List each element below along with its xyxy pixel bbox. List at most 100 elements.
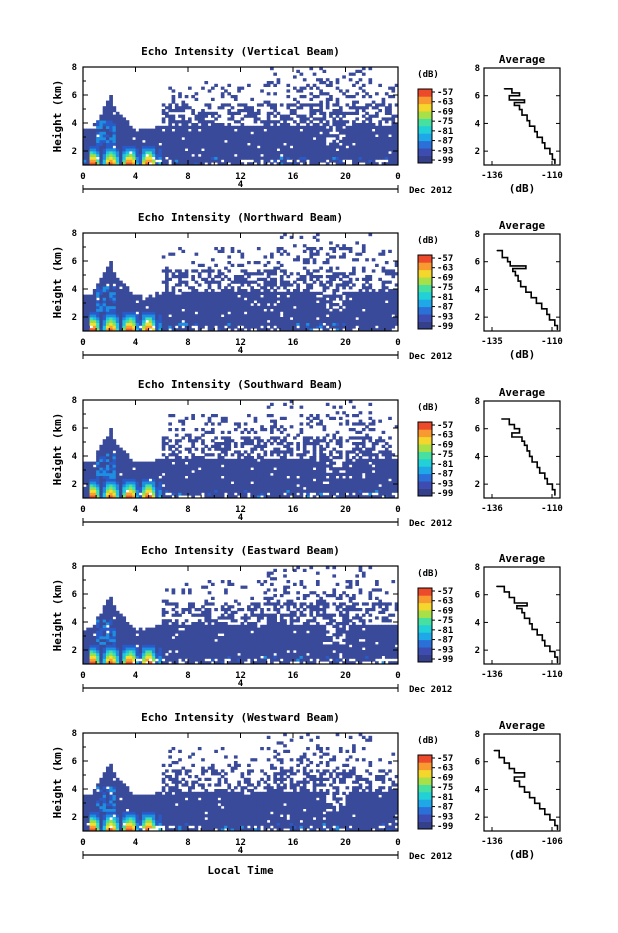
heatmap-cell xyxy=(385,92,389,95)
heatmap-cell xyxy=(300,484,304,487)
heatmap-cell xyxy=(208,126,212,129)
heatmap-cell xyxy=(221,417,225,420)
heatmap-cell xyxy=(342,255,346,258)
heatmap-cell xyxy=(306,492,310,495)
heatmap-cell xyxy=(208,143,212,146)
heatmap-cell xyxy=(319,484,323,487)
heatmap-cell xyxy=(188,286,192,289)
heatmap-cell xyxy=(93,473,97,476)
heatmap-cell xyxy=(231,314,235,317)
heatmap-cell xyxy=(103,134,107,137)
heatmap-cell xyxy=(168,320,172,323)
heatmap-cell xyxy=(352,157,356,160)
heatmap-cell xyxy=(204,154,208,157)
heatmap-cell xyxy=(303,295,307,298)
heatmap-cell xyxy=(280,269,284,272)
heatmap-cell xyxy=(319,148,323,151)
heatmap-cell xyxy=(126,120,130,123)
heatmap-cell xyxy=(293,314,297,317)
heatmap-cell xyxy=(293,470,297,473)
heatmap-cell xyxy=(326,101,330,104)
heatmap-cell xyxy=(277,137,281,140)
heatmap-cell xyxy=(355,143,359,146)
heatmap-cell xyxy=(250,129,254,132)
heatmap-cell xyxy=(96,481,100,484)
heatmap-cell xyxy=(175,297,179,300)
heatmap-cell xyxy=(280,417,284,420)
heatmap-cell xyxy=(122,134,126,137)
profile-point xyxy=(537,137,538,138)
heatmap-cell xyxy=(165,470,169,473)
heatmap-cell xyxy=(241,300,245,303)
heatmap-cell xyxy=(316,148,320,151)
heatmap-cell xyxy=(391,126,395,129)
heatmap-cell xyxy=(349,286,353,289)
heatmap-cell xyxy=(93,289,97,292)
profile-point xyxy=(515,275,516,276)
heatmap-cell xyxy=(296,314,300,317)
heatmap-cell xyxy=(103,484,107,487)
heatmap-cell xyxy=(280,492,284,495)
heatmap-cell xyxy=(201,109,205,112)
heatmap-cell xyxy=(195,476,199,479)
heatmap-cell xyxy=(300,456,304,459)
heatmap-cell xyxy=(172,117,176,120)
heatmap-cell xyxy=(142,481,146,484)
heatmap-cell xyxy=(168,148,172,151)
heatmap-cell xyxy=(362,314,366,317)
heatmap-cell xyxy=(355,131,359,134)
heatmap-cell xyxy=(155,140,159,143)
heatmap-cell xyxy=(300,490,304,493)
heatmap-cell xyxy=(109,272,113,275)
heatmap-cell xyxy=(296,442,300,445)
heatmap-cell xyxy=(234,445,238,448)
heatmap-cell xyxy=(198,473,202,476)
heatmap-cell xyxy=(113,470,117,473)
heatmap-cell xyxy=(237,464,241,467)
heatmap-cell xyxy=(218,314,222,317)
heatmap-cell xyxy=(349,306,353,309)
heatmap-cell xyxy=(211,292,215,295)
heatmap-cell xyxy=(224,143,228,146)
heatmap-cell xyxy=(263,281,267,284)
heatmap-cell xyxy=(316,314,320,317)
heatmap-cell xyxy=(208,267,212,270)
heatmap-cell xyxy=(316,464,320,467)
heatmap-cell xyxy=(201,300,205,303)
heatmap-cell xyxy=(227,129,231,132)
heatmap-cell xyxy=(211,414,215,417)
heatmap-cell xyxy=(103,317,107,320)
heatmap-cell xyxy=(162,269,166,272)
heatmap-cell xyxy=(224,303,228,306)
heatmap-cell xyxy=(208,467,212,470)
heatmap-cell xyxy=(211,120,215,123)
heatmap-cell xyxy=(286,459,290,462)
heatmap-cell xyxy=(365,278,369,281)
heatmap-cell xyxy=(214,478,218,481)
heatmap-cell xyxy=(352,309,356,312)
heatmap-cell xyxy=(296,145,300,148)
heatmap-cell xyxy=(224,151,228,154)
heatmap-cell xyxy=(306,297,310,300)
heatmap-cell xyxy=(172,253,176,256)
heatmap-cell xyxy=(362,131,366,134)
heatmap-cell xyxy=(270,81,274,84)
heatmap-cell xyxy=(86,157,90,160)
heatmap-cell xyxy=(168,292,172,295)
heatmap-cell xyxy=(139,490,143,493)
heatmap-cell xyxy=(211,148,215,151)
heatmap-cell xyxy=(270,106,274,109)
heatmap-cell xyxy=(234,295,238,298)
heatmap-cell xyxy=(273,106,277,109)
heatmap-cell xyxy=(116,117,120,120)
heatmap-cell xyxy=(355,145,359,148)
heatmap-cell xyxy=(109,151,113,154)
heatmap-cell xyxy=(365,92,369,95)
y-tick-label: 2 xyxy=(72,313,77,323)
heatmap-cell xyxy=(385,320,389,323)
heatmap-cell xyxy=(319,283,323,286)
heatmap-cell xyxy=(181,459,185,462)
heatmap-cell xyxy=(241,306,245,309)
heatmap-cell xyxy=(126,297,130,300)
heatmap-cell xyxy=(257,261,261,264)
